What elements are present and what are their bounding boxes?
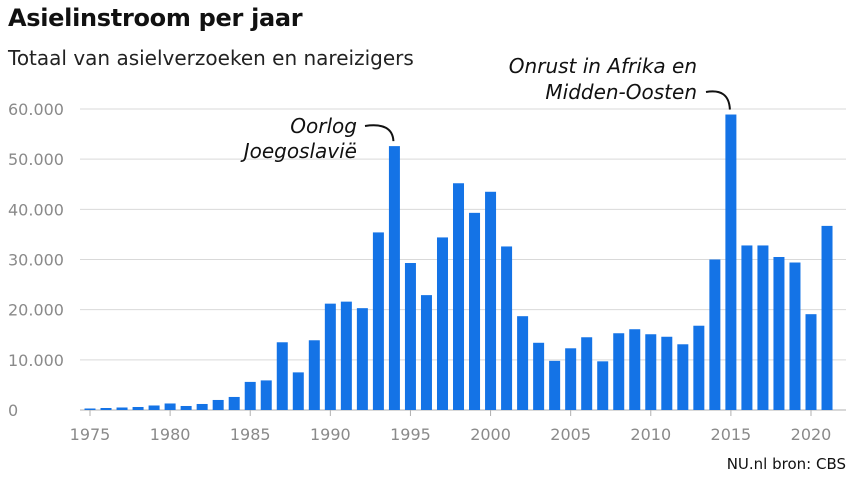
x-tick-label: 1975 <box>70 425 111 444</box>
source-note: NU.nl bron: CBS <box>726 455 846 473</box>
bar-2021 <box>821 225 833 410</box>
x-tick-label: 2010 <box>630 425 671 444</box>
bar-2008 <box>613 333 625 410</box>
x-tick-label: 2000 <box>470 425 511 444</box>
bar-2011 <box>661 336 673 410</box>
x-tick-label: 1980 <box>150 425 191 444</box>
bar-1987 <box>276 342 288 410</box>
y-tick-label: 50.000 <box>8 150 64 169</box>
bar-1990 <box>324 303 336 410</box>
bar-2020 <box>805 314 817 410</box>
bar-1998 <box>453 183 465 410</box>
y-axis-ticks: 60.000 50.000 40.000 30.000 20.000 10.000 0 <box>8 100 64 420</box>
annotation-connector <box>705 90 731 110</box>
y-tick-label: 10.000 <box>8 351 64 370</box>
annotation-label: Joegoslavië <box>240 139 357 163</box>
bar-1996 <box>420 295 432 410</box>
bar-2007 <box>597 361 609 410</box>
bar-1995 <box>404 263 416 410</box>
bar-1981 <box>180 405 192 410</box>
bar-2018 <box>773 256 785 410</box>
bar-1983 <box>212 399 224 410</box>
annotation-connector <box>364 124 395 142</box>
x-axis-ticks: 1975 1980 1985 1990 1995 2000 2005 2010 2015 2020 <box>70 410 832 444</box>
bar-1976 <box>100 407 112 410</box>
bar-1980 <box>164 403 176 410</box>
x-tick-label: 2020 <box>791 425 832 444</box>
bar-1989 <box>308 340 320 410</box>
bar-2004 <box>549 360 561 410</box>
bar-2005 <box>565 348 577 410</box>
chart-subtitle: Totaal van asielverzoeken en nareizigers <box>8 46 414 70</box>
x-tick-label: 1985 <box>230 425 271 444</box>
annotation-label: Midden-Oosten <box>545 80 697 104</box>
bar-2019 <box>789 262 801 410</box>
bar-1984 <box>228 396 240 410</box>
bar-1978 <box>132 406 144 410</box>
bar-2009 <box>629 329 641 410</box>
bar-1975 <box>84 408 96 410</box>
bar-2017 <box>757 245 769 410</box>
bar-1993 <box>372 232 384 410</box>
bar-1985 <box>244 381 256 410</box>
y-tick-label: 20.000 <box>8 301 64 320</box>
annotation-label: Onrust in Afrika en <box>509 54 697 78</box>
chart-title: Asielinstroom per jaar <box>8 4 303 32</box>
bar-2010 <box>645 334 657 410</box>
bar-2015 <box>725 114 737 410</box>
y-tick-label: 40.000 <box>8 200 64 219</box>
bar-2016 <box>741 245 753 410</box>
bar-1977 <box>116 407 128 410</box>
bar-1979 <box>148 405 160 410</box>
x-tick-label: 2015 <box>711 425 752 444</box>
bar-1988 <box>292 372 304 410</box>
bar-2013 <box>693 325 705 410</box>
bar-2006 <box>581 337 593 410</box>
bars <box>84 114 833 410</box>
bar-2014 <box>709 259 721 410</box>
bar-2002 <box>517 316 529 410</box>
y-tick-label: 0 <box>8 401 18 420</box>
bar-1999 <box>469 212 481 410</box>
y-tick-label: 30.000 <box>8 251 64 270</box>
bar-2000 <box>485 191 497 410</box>
bar-2001 <box>501 246 513 410</box>
bar-1991 <box>340 301 352 410</box>
x-tick-label: 1995 <box>390 425 431 444</box>
y-tick-label: 60.000 <box>8 100 64 119</box>
bar-2003 <box>533 342 545 410</box>
x-tick-label: 1990 <box>310 425 351 444</box>
bar-2012 <box>677 344 689 410</box>
annotation-label: Oorlog <box>290 114 357 138</box>
bar-1992 <box>356 308 368 410</box>
bar-1986 <box>260 380 272 410</box>
x-tick-label: 2005 <box>550 425 591 444</box>
bar-1997 <box>436 237 448 410</box>
bar-1994 <box>388 146 400 410</box>
bar-1982 <box>196 403 208 410</box>
